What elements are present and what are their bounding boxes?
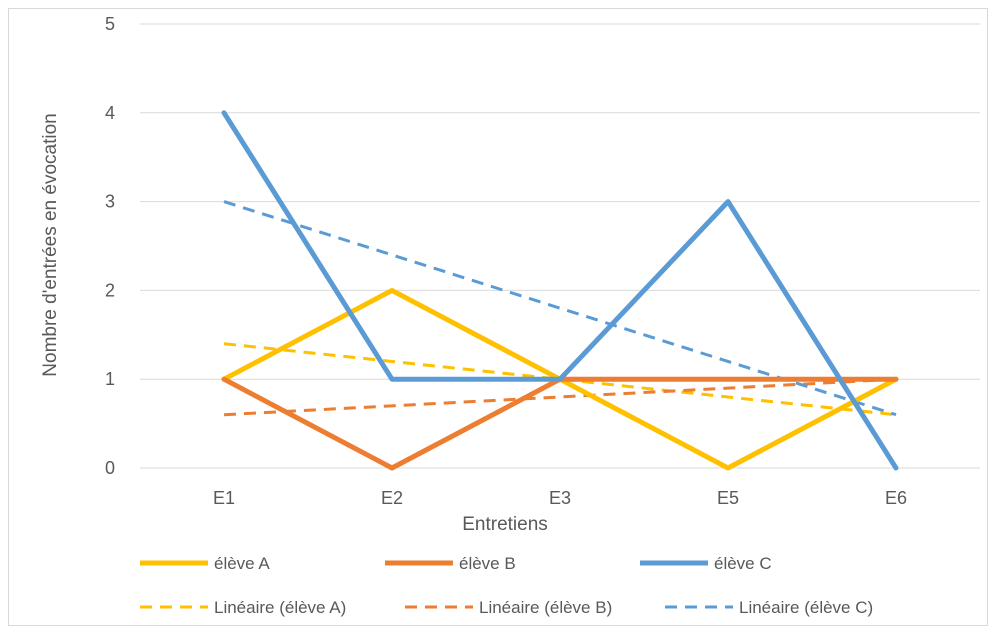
y-axis-title: Nombre d'entrées en évocation <box>40 113 61 376</box>
y-tick-label: 3 <box>105 192 115 212</box>
legend-label: Linéaire (élève A) <box>214 598 346 617</box>
legend: élève A élève B élève C Linéaire (élève A) L… <box>140 554 873 617</box>
y-tick-label: 4 <box>105 103 115 123</box>
series-line-2 <box>221 110 899 471</box>
chart-frame <box>8 8 988 626</box>
y-tick-label: 5 <box>105 14 115 34</box>
x-tick-label: E5 <box>717 488 739 508</box>
legend-label: élève C <box>714 554 772 573</box>
series-line-3 <box>223 342 897 417</box>
legend-label: élève B <box>459 554 516 573</box>
x-tick-label: E1 <box>213 488 235 508</box>
legend-label: Linéaire (élève B) <box>479 598 612 617</box>
x-axis-title: Entretiens <box>462 514 548 535</box>
x-tick-label: E3 <box>549 488 571 508</box>
y-tick-label: 0 <box>105 458 115 478</box>
x-tick-labels: E1 E2 E3 E5 E6 <box>213 488 907 508</box>
legend-label: Linéaire (élève C) <box>739 598 873 617</box>
series-line-4 <box>223 377 897 417</box>
y-tick-labels: 0 1 2 3 4 5 <box>105 14 115 478</box>
x-tick-label: E6 <box>885 488 907 508</box>
y-tick-label: 2 <box>105 280 115 300</box>
series-line-1 <box>221 376 899 471</box>
x-tick-label: E2 <box>381 488 403 508</box>
y-tick-label: 1 <box>105 369 115 389</box>
series-lines <box>221 110 899 471</box>
legend-label: élève A <box>214 554 270 573</box>
